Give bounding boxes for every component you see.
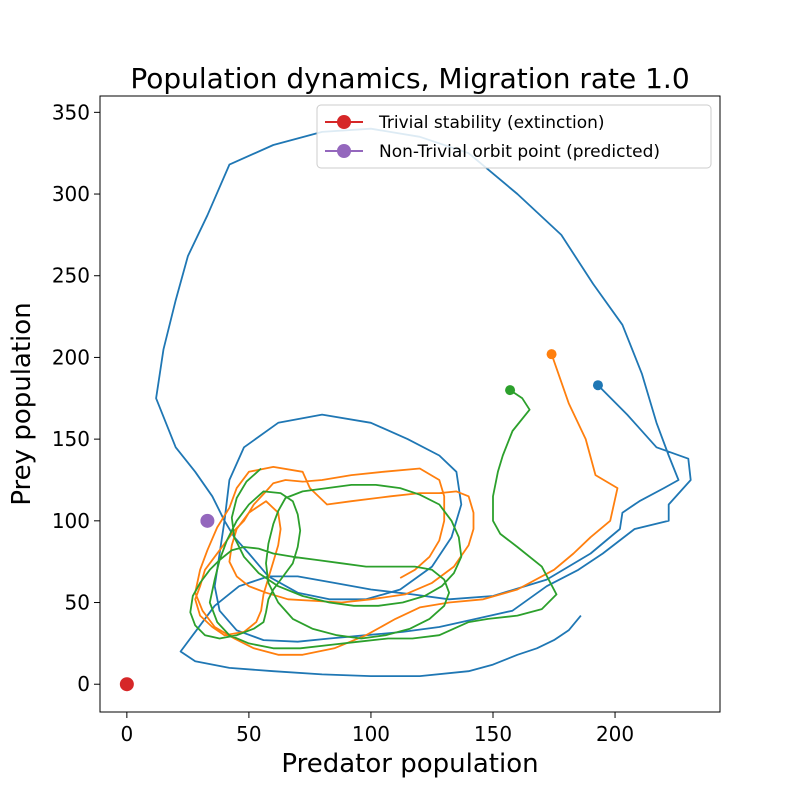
y-axis-label: Prey population	[7, 302, 37, 505]
non-trivial-orbit-point	[200, 513, 215, 528]
x-tick-label: 50	[236, 722, 261, 746]
trivial-stability-point	[119, 677, 134, 692]
trajectory-line-1	[155, 127, 692, 677]
y-tick-label: 300	[52, 182, 90, 206]
y-tick-label: 0	[77, 672, 90, 696]
y-tick-label: 100	[52, 509, 90, 533]
x-axis-label: Predator population	[281, 749, 538, 779]
plot-area	[119, 127, 692, 692]
trajectory-start-point-1	[592, 380, 603, 391]
plot-frame	[99, 95, 721, 713]
y-tick-label: 150	[52, 427, 90, 451]
legend: Trivial stability (extinction) Non-Trivia…	[316, 104, 712, 169]
x-tick-label: 200	[596, 722, 634, 746]
chart-title: Population dynamics, Migration rate 1.0	[130, 62, 689, 95]
y-tick-label: 50	[65, 591, 90, 615]
x-tick-label: 100	[352, 722, 390, 746]
y-tick-label: 350	[52, 100, 90, 124]
y-tick-label: 250	[52, 264, 90, 288]
x-axis-ticks: 0 50 100 150 200	[120, 712, 634, 746]
trajectory-line-3	[189, 389, 558, 650]
trajectory-line-2	[194, 353, 619, 656]
y-tick-label: 200	[52, 345, 90, 369]
legend-label: Non-Trivial orbit point (predicted)	[379, 142, 660, 162]
legend-label: Trivial stability (extinction)	[378, 113, 605, 133]
x-tick-label: 0	[120, 722, 133, 746]
trajectory-start-point-3	[505, 385, 516, 396]
legend-box	[316, 104, 712, 169]
y-axis-ticks: 0 50 100 150 200 250 300 350	[52, 100, 100, 696]
legend-marker	[337, 115, 351, 129]
legend-marker	[337, 144, 351, 158]
x-tick-label: 150	[474, 722, 512, 746]
trajectory-start-point-2	[546, 349, 557, 360]
